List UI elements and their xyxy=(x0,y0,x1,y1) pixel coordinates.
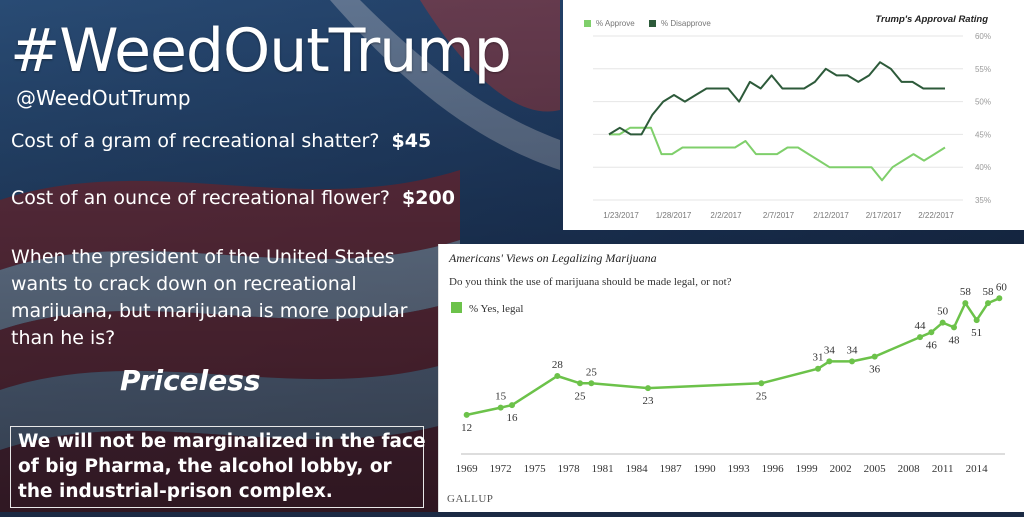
legalization-chart: Americans' Views on Legalizing Marijuana… xyxy=(447,251,1008,505)
disapprove-series-line xyxy=(608,61,945,136)
x-tick-label: 1/23/2017 xyxy=(603,211,639,220)
y-tick-label: 35% xyxy=(975,196,991,205)
y-tick-label: 50% xyxy=(975,98,991,107)
data-point xyxy=(939,319,946,326)
data-point xyxy=(815,365,821,372)
data-label: 58 xyxy=(983,286,995,298)
gallup-source: GALLUP xyxy=(447,493,493,505)
x-tick-label: 2014 xyxy=(966,463,989,475)
data-label: 48 xyxy=(949,334,961,346)
data-label: 60 xyxy=(996,281,1008,293)
legend-legal-swatch xyxy=(451,302,462,313)
data-point xyxy=(588,380,595,387)
x-tick-label: 2/2/2017 xyxy=(710,211,742,220)
callout-text: We will not be marginalized in the face … xyxy=(18,431,426,502)
data-label: 31 xyxy=(813,352,824,364)
data-label: 58 xyxy=(960,286,972,298)
legalization-chart-panel: Americans' Views on Legalizing Marijuana… xyxy=(438,244,1024,512)
legend-disapprove-label: % Disapprove xyxy=(661,19,711,28)
y-tick-label: 60% xyxy=(975,32,991,41)
x-tick-label: 2/22/2017 xyxy=(918,211,954,220)
question-text: Cost of a gram of recreational shatter? xyxy=(11,130,380,152)
data-point xyxy=(962,300,969,307)
paragraph: When the president of the United States … xyxy=(11,246,408,349)
x-tick-label: 1999 xyxy=(796,463,819,475)
data-label: 25 xyxy=(756,390,768,402)
data-point xyxy=(758,380,765,387)
x-tick-label: 1981 xyxy=(592,463,614,475)
hashtag-title: #WeedOutTrump xyxy=(10,16,512,86)
data-point xyxy=(951,324,957,331)
x-tick-label: 1972 xyxy=(490,463,512,475)
x-tick-label: 1975 xyxy=(524,463,547,475)
data-label: 51 xyxy=(971,327,982,339)
approval-chart-title: Trump's Approval Rating xyxy=(875,14,988,25)
data-label: 36 xyxy=(869,364,881,376)
x-tick-label: 1993 xyxy=(728,463,751,475)
legalization-chart-subtitle: Do you think the use of marijuana should… xyxy=(449,276,732,288)
priceless-text: Priceless xyxy=(120,364,261,397)
data-label: 50 xyxy=(937,306,949,318)
x-tick-label: 1987 xyxy=(660,463,683,475)
x-tick-label: 2/7/2017 xyxy=(763,211,795,220)
approval-chart: % Approve % Disapprove Trump's Approval … xyxy=(584,14,991,220)
data-point xyxy=(917,334,923,341)
data-point xyxy=(973,317,980,324)
x-tick-label: 1990 xyxy=(694,463,717,475)
question-shatter: Cost of a gram of recreational shatter? … xyxy=(11,130,431,152)
legalization-chart-title: Americans' Views on Legalizing Marijuana xyxy=(448,251,657,265)
x-tick-label: 2011 xyxy=(932,463,954,475)
x-tick-label: 2002 xyxy=(830,463,852,475)
data-point xyxy=(849,358,855,365)
legend-legal-label: % Yes, legal xyxy=(469,303,523,315)
data-point xyxy=(577,380,583,387)
data-label: 15 xyxy=(495,391,507,403)
y-tick-label: 55% xyxy=(975,65,991,74)
x-tick-label: 2005 xyxy=(864,463,887,475)
x-tick-label: 1978 xyxy=(558,463,581,475)
price: $45 xyxy=(391,130,432,152)
y-tick-label: 45% xyxy=(975,130,991,139)
question-text: Cost of an ounce of recreational flower? xyxy=(11,187,390,209)
data-label: 12 xyxy=(461,422,472,434)
question-flower: Cost of an ounce of recreational flower?… xyxy=(11,187,455,209)
data-label: 46 xyxy=(926,339,938,351)
data-point xyxy=(871,353,878,360)
data-label: 28 xyxy=(552,359,564,371)
data-point xyxy=(985,300,991,307)
approval-chart-panel: % Approve % Disapprove Trump's Approval … xyxy=(563,0,1024,230)
legend-disapprove-swatch xyxy=(649,20,656,27)
data-point xyxy=(826,358,833,365)
data-label: 44 xyxy=(915,320,927,332)
x-tick-label: 1984 xyxy=(626,463,649,475)
data-point xyxy=(463,411,470,418)
x-tick-label: 1/28/2017 xyxy=(656,211,692,220)
data-point xyxy=(645,385,651,392)
data-point xyxy=(509,402,515,409)
legend-approve-label: % Approve xyxy=(596,19,635,28)
price: $200 xyxy=(402,187,455,209)
x-tick-label: 1996 xyxy=(762,463,785,475)
data-label: 16 xyxy=(507,412,519,424)
twitter-handle: @WeedOutTrump xyxy=(16,86,191,110)
x-tick-label: 2/12/2017 xyxy=(813,211,849,220)
x-tick-label: 1969 xyxy=(456,463,479,475)
x-tick-label: 2008 xyxy=(898,463,921,475)
data-label: 34 xyxy=(824,344,836,356)
legal-series-line xyxy=(466,297,1000,417)
data-point xyxy=(554,373,561,379)
data-point xyxy=(996,295,1003,302)
data-label: 34 xyxy=(847,344,859,356)
data-label: 25 xyxy=(586,366,598,378)
data-point xyxy=(928,329,935,336)
callout-box xyxy=(10,426,424,508)
data-label: 25 xyxy=(575,390,587,402)
x-tick-label: 2/17/2017 xyxy=(866,211,902,220)
data-point xyxy=(497,404,504,411)
legend-approve-swatch xyxy=(584,20,591,27)
data-label: 23 xyxy=(643,395,655,407)
approve-series-line xyxy=(609,126,946,182)
y-tick-label: 40% xyxy=(975,163,991,172)
